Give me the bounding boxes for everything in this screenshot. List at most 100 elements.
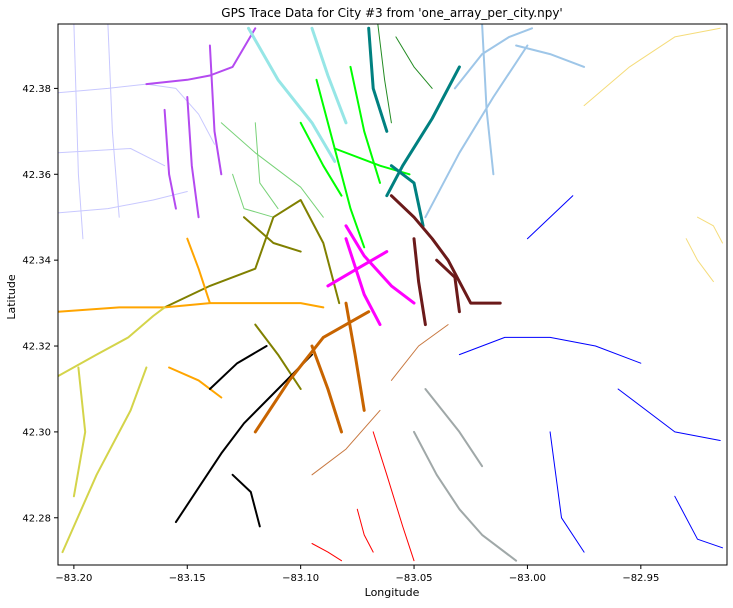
gps-trace-path	[412, 237, 427, 327]
gps-trace-path	[413, 430, 518, 562]
trace-series	[311, 324, 449, 476]
gps-trace-path	[453, 27, 533, 90]
gps-trace-path	[344, 301, 366, 412]
gps-trace-path	[389, 164, 425, 228]
trace-series	[367, 26, 461, 228]
gps-trace-path	[344, 224, 416, 305]
gps-trace-path	[232, 173, 274, 218]
trace-series	[311, 431, 415, 562]
gps-trace-path	[315, 78, 366, 249]
x-tick-label: −83.20	[55, 573, 92, 584]
gps-trace-path	[481, 24, 495, 176]
gps-trace-path	[168, 366, 223, 399]
trace-series	[58, 237, 325, 399]
gps-trace-path	[163, 199, 341, 309]
gps-trace-path	[73, 24, 84, 240]
trace-series	[145, 27, 257, 219]
gps-trace-path	[58, 302, 325, 313]
trace-series	[163, 199, 341, 390]
x-tick-label: −83.05	[396, 573, 433, 584]
gps-trace-path	[311, 409, 381, 476]
gps-trace-path	[389, 194, 502, 305]
gps-trace-path	[72, 366, 87, 498]
x-tick-label: −83.15	[169, 573, 206, 584]
gps-trace-path	[310, 26, 348, 125]
gps-trace-path	[674, 495, 723, 549]
gps-trace-path	[58, 148, 166, 167]
gps-trace-path	[685, 238, 714, 283]
trace-series	[424, 24, 586, 219]
gps-trace-path	[617, 388, 721, 441]
trace-layer	[58, 24, 723, 562]
y-tick-label: 42.34	[22, 256, 51, 267]
gps-trace-path	[310, 344, 343, 434]
trace-series	[458, 195, 723, 553]
x-axis-ticks: −83.20 −83.15 −83.10 −83.05 −83.00 −82.95	[55, 565, 659, 584]
gps-trace-path	[549, 431, 585, 553]
trace-series	[58, 24, 215, 240]
x-axis-label: Longitude	[365, 586, 420, 599]
plot-frame	[57, 23, 728, 566]
gps-trace-path	[526, 195, 574, 240]
trace-series	[174, 345, 313, 528]
gps-trace-path	[186, 96, 200, 219]
y-axis-ticks: 42.28 42.30 42.32 42.34 42.36 42.38	[22, 84, 58, 524]
y-tick-label: 42.38	[22, 84, 51, 95]
gps-trace-path	[367, 26, 389, 133]
gps-trace-path	[58, 306, 166, 378]
gps-trace-path	[254, 323, 302, 390]
gps-trace-path	[107, 24, 120, 218]
gps-trace-path	[390, 324, 449, 381]
gps-trace-path	[435, 258, 461, 314]
gps-trace-path	[311, 543, 342, 562]
trace-series	[247, 26, 348, 163]
trace-series	[58, 306, 166, 554]
gps-trace-path	[58, 191, 188, 214]
y-tick-label: 42.36	[22, 170, 51, 181]
y-tick-label: 42.28	[22, 513, 51, 524]
x-tick-label: −82.95	[622, 573, 659, 584]
gps-trace-path	[377, 24, 392, 124]
gps-trace-path	[174, 353, 313, 524]
gps-trace-path	[163, 108, 177, 210]
trace-series	[389, 194, 502, 327]
gps-trace-path	[61, 366, 148, 554]
gps-trace-path	[58, 83, 215, 145]
gps-trace-path	[299, 121, 343, 197]
gps-trace-path	[395, 36, 433, 89]
y-tick-label: 42.30	[22, 427, 51, 438]
gps-trace-path	[349, 65, 381, 184]
gps-trace-path	[385, 65, 461, 198]
gps-trace-path	[458, 336, 642, 364]
gps-trace-path	[583, 27, 721, 107]
gps-trace-path	[247, 26, 337, 163]
trace-series	[326, 224, 416, 327]
y-axis-label: Latitude	[5, 274, 18, 320]
gps-trace-path	[344, 237, 382, 327]
gps-trace-path	[254, 122, 279, 210]
chart-title: GPS Trace Data for City #3 from 'one_arr…	[221, 6, 562, 20]
gps-trace-path	[145, 27, 257, 86]
gps-trace-path	[208, 44, 223, 176]
y-tick-label: 42.32	[22, 342, 51, 353]
gps-trace-path	[697, 216, 723, 244]
x-tick-label: −83.10	[282, 573, 319, 584]
trace-series	[253, 301, 371, 434]
gps-trace-path	[424, 44, 529, 219]
gps-trace-path	[186, 237, 211, 305]
gps-trace-path	[356, 508, 374, 553]
gps-trace-path	[372, 431, 415, 562]
gps-trace-path	[253, 310, 371, 434]
trace-series	[583, 27, 723, 283]
x-tick-label: −83.00	[509, 573, 546, 584]
gps-trace-path	[231, 473, 261, 528]
trace-series	[220, 122, 324, 218]
trace-series	[299, 65, 411, 249]
gps-trace-path	[515, 44, 586, 68]
gps-trace-path	[220, 122, 324, 218]
gps-trace-path	[243, 216, 302, 253]
gps-trace-path	[424, 388, 484, 468]
trace-series	[413, 388, 518, 562]
